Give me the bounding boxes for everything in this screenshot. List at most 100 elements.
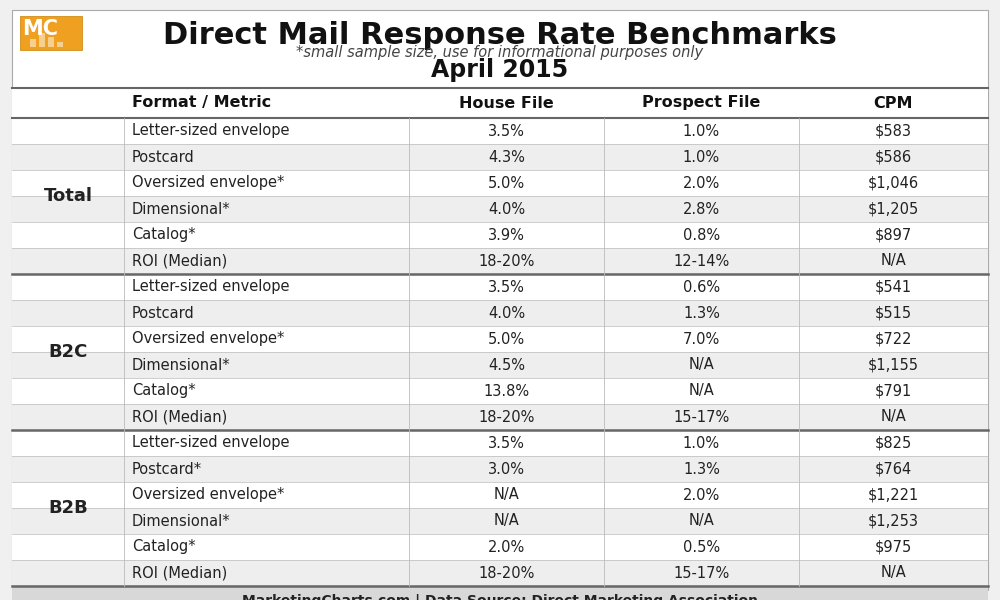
FancyBboxPatch shape [12, 222, 988, 248]
FancyBboxPatch shape [12, 326, 988, 352]
Text: $764: $764 [875, 461, 912, 476]
Text: 1.3%: 1.3% [683, 305, 720, 320]
Text: Oversized envelope*: Oversized envelope* [132, 331, 284, 346]
Text: $722: $722 [875, 331, 912, 346]
Text: N/A: N/A [689, 358, 714, 373]
Text: Oversized envelope*: Oversized envelope* [132, 175, 284, 191]
Text: 1.0%: 1.0% [683, 149, 720, 164]
Text: $1,155: $1,155 [868, 358, 919, 373]
Text: $1,253: $1,253 [868, 514, 919, 529]
Text: 2.0%: 2.0% [683, 487, 720, 503]
Text: $1,205: $1,205 [868, 202, 919, 217]
Text: Format / Metric: Format / Metric [132, 95, 271, 110]
Text: N/A: N/A [881, 565, 906, 581]
Text: MarketingCharts.com | Data Source: Direct Marketing Association: MarketingCharts.com | Data Source: Direc… [242, 594, 758, 600]
Text: Dimensional*: Dimensional* [132, 514, 231, 529]
FancyBboxPatch shape [12, 560, 988, 586]
FancyBboxPatch shape [12, 300, 988, 326]
Text: 15-17%: 15-17% [673, 565, 730, 581]
FancyBboxPatch shape [12, 482, 988, 508]
Text: $791: $791 [875, 383, 912, 398]
Text: N/A: N/A [881, 409, 906, 425]
Text: Catalog*: Catalog* [132, 383, 196, 398]
Text: 18-20%: 18-20% [478, 565, 535, 581]
Text: 4.5%: 4.5% [488, 358, 525, 373]
Text: Direct Mail Response Rate Benchmarks: Direct Mail Response Rate Benchmarks [163, 20, 837, 49]
Text: 3.5%: 3.5% [488, 280, 525, 295]
Text: 4.0%: 4.0% [488, 305, 525, 320]
Text: 2.0%: 2.0% [683, 175, 720, 191]
Text: *small sample size, use for informational purposes only: *small sample size, use for informationa… [296, 46, 704, 61]
Text: B2B: B2B [48, 499, 88, 517]
Text: N/A: N/A [689, 514, 714, 529]
FancyBboxPatch shape [12, 88, 988, 118]
Text: Postcard*: Postcard* [132, 461, 202, 476]
Text: 3.5%: 3.5% [488, 124, 525, 139]
FancyBboxPatch shape [12, 118, 988, 144]
Text: 2.8%: 2.8% [683, 202, 720, 217]
FancyBboxPatch shape [39, 33, 45, 47]
Text: Total: Total [44, 187, 92, 205]
Text: Catalog*: Catalog* [132, 539, 196, 554]
Text: 3.5%: 3.5% [488, 436, 525, 451]
Text: Prospect File: Prospect File [642, 95, 761, 110]
FancyBboxPatch shape [30, 39, 36, 47]
Text: 2.0%: 2.0% [488, 539, 525, 554]
Text: Letter-sized envelope: Letter-sized envelope [132, 124, 290, 139]
Text: ROI (Median): ROI (Median) [132, 253, 227, 269]
Text: 4.0%: 4.0% [488, 202, 525, 217]
Text: $825: $825 [875, 436, 912, 451]
Text: April 2015: April 2015 [431, 58, 569, 82]
Text: B2C: B2C [48, 343, 88, 361]
Text: 18-20%: 18-20% [478, 409, 535, 425]
Text: $583: $583 [875, 124, 912, 139]
Text: Dimensional*: Dimensional* [132, 202, 231, 217]
Text: 3.0%: 3.0% [488, 461, 525, 476]
FancyBboxPatch shape [12, 352, 988, 378]
Text: Dimensional*: Dimensional* [132, 358, 231, 373]
Text: 0.5%: 0.5% [683, 539, 720, 554]
Text: 1.0%: 1.0% [683, 124, 720, 139]
Text: Letter-sized envelope: Letter-sized envelope [132, 436, 290, 451]
Text: 13.8%: 13.8% [483, 383, 530, 398]
Text: $975: $975 [875, 539, 912, 554]
Text: Oversized envelope*: Oversized envelope* [132, 487, 284, 503]
Text: 12-14%: 12-14% [673, 253, 730, 269]
Text: Catalog*: Catalog* [132, 227, 196, 242]
FancyBboxPatch shape [12, 274, 988, 300]
Text: $897: $897 [875, 227, 912, 242]
Text: 0.6%: 0.6% [683, 280, 720, 295]
Text: $1,046: $1,046 [868, 175, 919, 191]
Text: Letter-sized envelope: Letter-sized envelope [132, 280, 290, 295]
FancyBboxPatch shape [20, 16, 82, 50]
FancyBboxPatch shape [12, 508, 988, 534]
FancyBboxPatch shape [12, 10, 988, 590]
Text: 5.0%: 5.0% [488, 331, 525, 346]
FancyBboxPatch shape [12, 144, 988, 170]
Text: 4.3%: 4.3% [488, 149, 525, 164]
Text: N/A: N/A [881, 253, 906, 269]
Text: 7.0%: 7.0% [683, 331, 720, 346]
FancyBboxPatch shape [12, 586, 988, 600]
Text: $586: $586 [875, 149, 912, 164]
Text: 18-20%: 18-20% [478, 253, 535, 269]
Text: ROI (Median): ROI (Median) [132, 565, 227, 581]
Text: ROI (Median): ROI (Median) [132, 409, 227, 425]
Text: Postcard: Postcard [132, 149, 195, 164]
Text: N/A: N/A [494, 487, 519, 503]
Text: 3.9%: 3.9% [488, 227, 525, 242]
Text: $1,221: $1,221 [868, 487, 919, 503]
FancyBboxPatch shape [12, 196, 988, 222]
FancyBboxPatch shape [12, 378, 988, 404]
Text: Postcard: Postcard [132, 305, 195, 320]
Text: 0.8%: 0.8% [683, 227, 720, 242]
FancyBboxPatch shape [12, 170, 988, 196]
Text: 5.0%: 5.0% [488, 175, 525, 191]
Text: 15-17%: 15-17% [673, 409, 730, 425]
FancyBboxPatch shape [12, 534, 988, 560]
FancyBboxPatch shape [12, 456, 988, 482]
Text: CPM: CPM [874, 95, 913, 110]
Text: MC: MC [22, 19, 58, 39]
Text: N/A: N/A [494, 514, 519, 529]
Text: $515: $515 [875, 305, 912, 320]
